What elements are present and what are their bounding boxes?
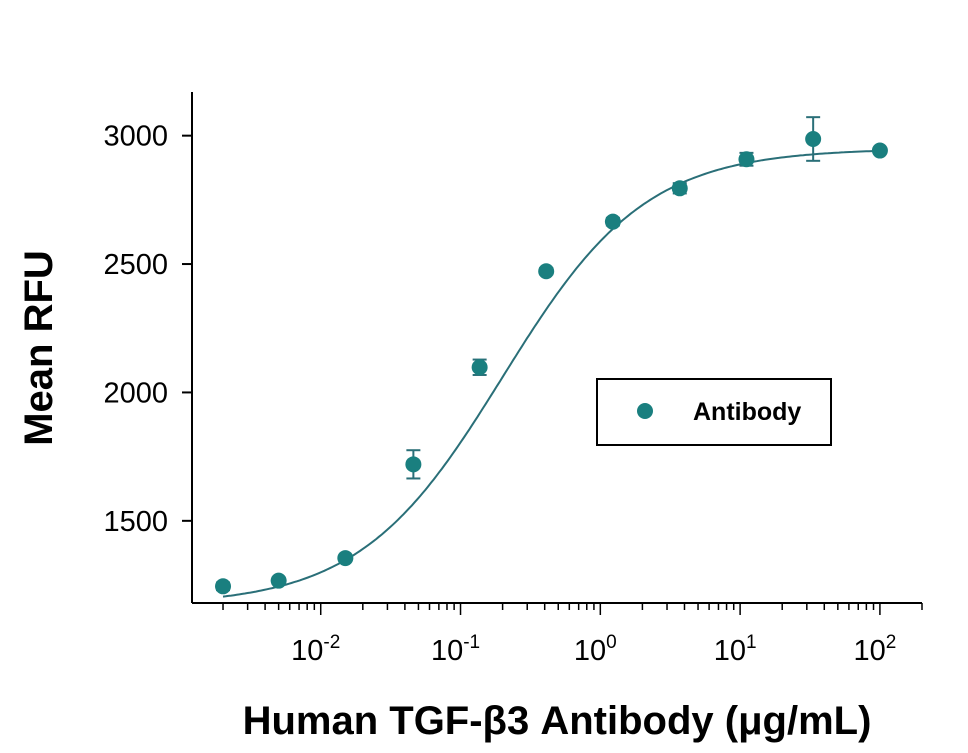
x-tick-label: 10-1 [431, 632, 480, 667]
data-point [805, 130, 822, 147]
x-axis-title: Human TGF-β3 Antibody (μg/mL) [243, 699, 872, 743]
y-axis-title: Mean RFU [17, 250, 61, 446]
data-point [471, 359, 488, 376]
legend-marker [637, 403, 653, 419]
legend-box [596, 378, 832, 446]
x-tick-label: 10-2 [291, 632, 340, 667]
data-point [738, 151, 755, 168]
axes [191, 92, 922, 604]
data-point [405, 456, 422, 473]
y-tick-label: 2000 [103, 377, 168, 409]
data-point [270, 572, 287, 589]
data-point [538, 263, 555, 280]
data-points [215, 116, 888, 595]
x-tick-label: 101 [714, 632, 757, 667]
legend: Antibody [596, 378, 832, 446]
fit-curve [222, 149, 880, 598]
data-point [337, 550, 354, 567]
x-ticks: 10-2 10-1 100 101 102 [222, 603, 923, 667]
y-tick-label: 3000 [103, 121, 168, 153]
y-ticks: 1500 2000 2500 3000 [103, 121, 192, 538]
x-tick-label: 100 [574, 632, 617, 667]
data-point [604, 213, 621, 230]
data-point [215, 578, 232, 595]
y-tick-label: 1500 [103, 506, 168, 538]
data-point [671, 180, 688, 197]
x-tick-label: 102 [853, 632, 896, 667]
legend-label: Antibody [693, 398, 801, 426]
y-tick-label: 2500 [103, 249, 168, 281]
data-point [871, 142, 888, 159]
